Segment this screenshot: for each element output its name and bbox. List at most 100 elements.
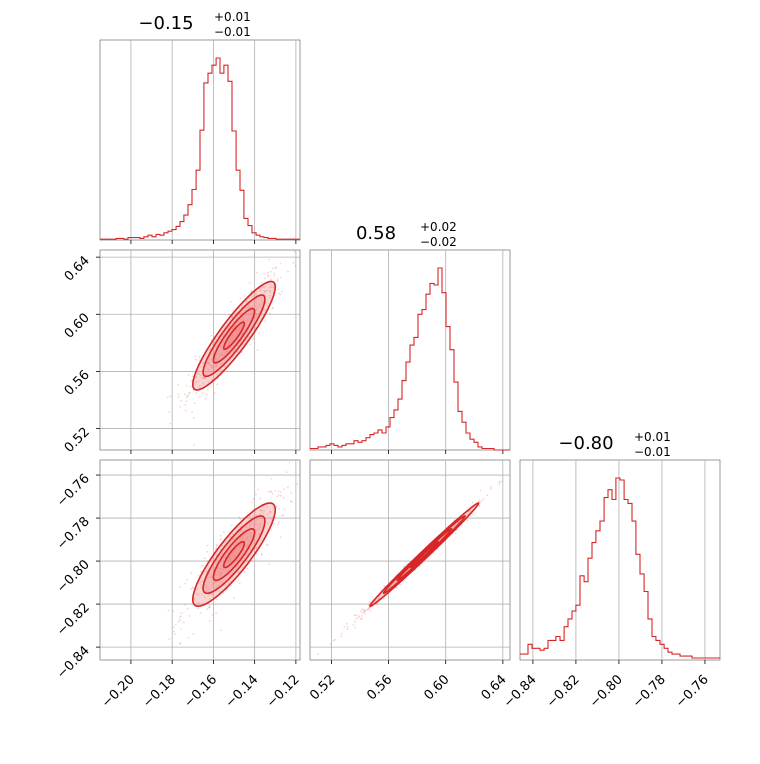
sample-point [383,597,385,600]
sample-point [213,392,216,394]
sample-point [260,509,262,512]
sample-point [253,539,256,541]
sample-point [193,599,196,601]
sample-point [273,272,276,275]
sample-point [195,381,198,383]
sample-point [394,582,396,584]
sample-point [288,461,291,464]
contour-level [191,502,277,608]
sample-point [226,345,229,347]
sample-point [204,397,207,400]
contour-level [382,515,466,595]
sample-point [254,326,257,329]
sample-point [256,523,259,525]
sample-point [166,396,169,399]
sample-point [278,507,281,510]
sample-point [249,343,252,346]
sample-point [177,620,180,623]
sample-point [354,626,357,629]
sample-point [186,607,189,610]
sample-point [269,290,272,293]
sample-point [363,610,366,613]
sample-point [185,385,188,387]
sample-point [275,505,278,508]
sample-point [215,366,217,368]
y-tick-label: −0.82 [54,600,93,639]
sample-point [293,250,296,253]
scatter-frame [99,249,301,451]
sample-point [365,609,367,611]
sample-point [227,350,230,352]
sample-point [207,361,210,364]
sample-point [252,515,255,518]
sample-point [196,588,199,590]
sample-point [263,308,265,311]
sample-point [258,513,261,516]
sample-point [209,358,212,361]
sample-point [369,609,371,612]
y-tick-label: −0.84 [54,643,93,682]
sample-point [267,544,270,547]
sample-point [283,508,286,511]
sample-point [239,539,242,541]
sample-point [211,364,213,367]
sample-point [271,516,274,519]
sample-point [241,316,244,319]
sample-point [179,643,182,645]
sample-point [257,306,259,309]
sample-point [254,315,257,318]
sample-point [184,409,187,412]
x-tick-label: −0.76 [673,672,712,711]
sample-point [361,608,364,611]
x-tick-label: −0.18 [140,672,179,711]
sample-point [361,612,364,614]
sample-point [277,278,279,280]
sample-point [283,247,285,249]
sample-point [479,489,482,492]
sample-point [262,512,265,515]
sample-point [271,307,274,309]
sample-point [272,523,275,525]
sample-point [222,568,224,571]
sample-point [352,624,355,626]
sample-point [256,314,259,317]
sample-point [260,307,263,310]
contour-level [191,280,277,391]
sample-point [179,615,182,618]
scatter-panel-1-2 [309,450,534,664]
sample-point [246,537,249,540]
sample-point [246,318,249,321]
sample-point [240,319,243,321]
sample-point [261,553,263,556]
panel-title-plus: +0.02 [420,220,457,234]
sample-point [225,351,228,353]
contour-level [202,515,266,595]
sample-point [255,301,258,304]
sample-point [245,300,248,302]
sample-point [255,290,258,293]
hist-frame [309,249,511,451]
sample-point [214,572,217,574]
x-tick-label: 0.56 [364,672,395,703]
sample-point [265,543,268,546]
sample-point [243,533,246,536]
sample-point [532,450,534,452]
sample-point [246,567,249,570]
sample-point [209,347,212,350]
sample-point [486,494,489,496]
sample-point [200,374,202,377]
sample-point [268,563,270,565]
x-tick-label: −0.84 [501,672,540,711]
sample-point [246,307,249,310]
sample-point [211,593,214,595]
scatter-points [317,450,534,656]
sample-point [260,281,263,284]
sample-point [266,521,269,524]
sample-point [454,524,457,526]
sample-point [216,365,219,368]
sample-point [255,493,257,496]
x-tick-label: 0.52 [307,672,338,703]
sample-point [224,365,227,368]
sample-point [248,540,250,543]
sample-point [211,613,214,616]
